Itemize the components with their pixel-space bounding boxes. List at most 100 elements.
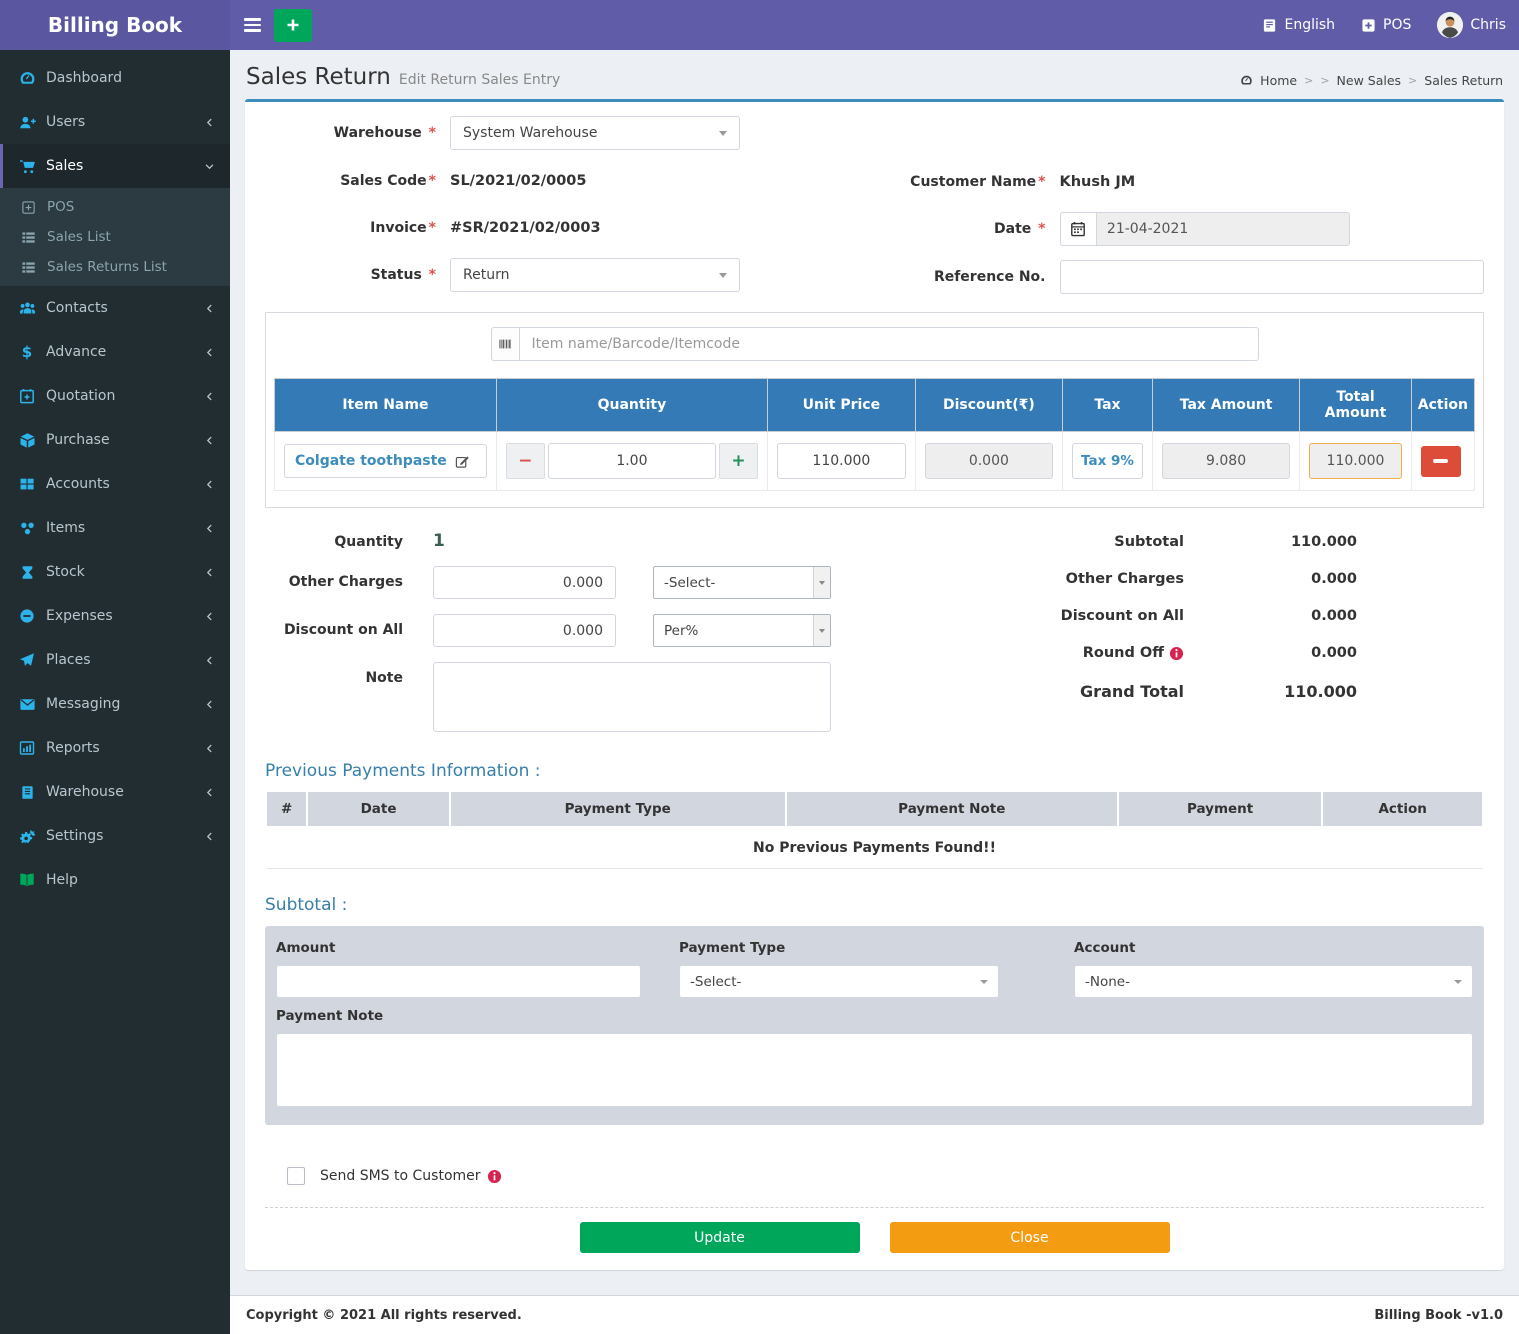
brand-logo[interactable]: Billing Book: [0, 0, 230, 50]
gears-icon: [18, 828, 36, 845]
other-charges-select[interactable]: -Select-: [653, 566, 831, 599]
status-label: Status *: [265, 267, 450, 283]
other-charges-total-value: 0.000: [1184, 571, 1357, 587]
page-footer: Copyright © 2021 All rights reserved. Bi…: [230, 1295, 1519, 1334]
unit-price-input[interactable]: [777, 443, 906, 479]
other-charges-input[interactable]: [433, 566, 616, 599]
note-textarea[interactable]: [433, 662, 831, 732]
sidebar-item-sales[interactable]: Sales: [0, 144, 230, 188]
sidebar-item-reports[interactable]: Reports: [0, 726, 230, 770]
col-quantity: Quantity: [496, 379, 767, 432]
update-button[interactable]: Update: [580, 1222, 860, 1253]
sidebar-item-contacts[interactable]: Contacts: [0, 286, 230, 330]
quick-add-button[interactable]: [274, 9, 312, 42]
version-text: Billing Book -v1.0: [1374, 1308, 1503, 1323]
warehouse-select[interactable]: System Warehouse: [450, 116, 740, 150]
discount-input: [925, 443, 1053, 479]
calendar-icon[interactable]: [1060, 212, 1096, 246]
caret-down-icon: [813, 567, 830, 598]
item-name-link[interactable]: Colgate toothpaste: [284, 444, 487, 478]
payment-type-select[interactable]: -Select-: [679, 965, 999, 998]
chevron-left-icon: [204, 117, 215, 128]
sidebar-item-stock[interactable]: Stock: [0, 550, 230, 594]
pp-empty-message: No Previous Payments Found!!: [266, 827, 1483, 869]
chevron-left-icon: [204, 567, 215, 578]
barcode-icon: [491, 327, 519, 361]
payment-note-textarea[interactable]: [276, 1033, 1473, 1107]
avatar: [1437, 12, 1463, 38]
sidebar-item-advance[interactable]: $ Advance: [0, 330, 230, 374]
previous-payments-heading: Previous Payments Information :: [265, 761, 1484, 781]
remove-row-button[interactable]: [1421, 446, 1461, 477]
breadcrumb-new-sales[interactable]: New Sales: [1337, 73, 1402, 88]
chevron-left-icon: [204, 611, 215, 622]
sidebar-item-purchase[interactable]: Purchase: [0, 418, 230, 462]
col-tax: Tax: [1063, 379, 1153, 432]
amount-input[interactable]: [276, 965, 641, 998]
pp-col-payment: Payment: [1118, 792, 1322, 827]
language-menu[interactable]: English: [1249, 0, 1348, 50]
info-icon[interactable]: [1169, 646, 1184, 661]
user-menu[interactable]: Chris: [1424, 0, 1519, 50]
close-button[interactable]: Close: [890, 1222, 1170, 1253]
box-icon: [18, 432, 36, 449]
status-select[interactable]: Return: [450, 258, 740, 292]
item-search-input[interactable]: [519, 327, 1259, 361]
send-sms-checkbox[interactable]: [287, 1167, 305, 1185]
sidebar-item-quotation[interactable]: Quotation: [0, 374, 230, 418]
warehouse-label: Warehouse *: [265, 125, 450, 141]
sidebar-item-dashboard[interactable]: Dashboard: [0, 56, 230, 100]
caret-down-icon: [1454, 980, 1462, 984]
breadcrumb: Home > > New Sales > Sales Return: [1240, 73, 1503, 88]
discount-on-all-input[interactable]: [433, 614, 616, 647]
discount-type-select[interactable]: Per%: [653, 614, 831, 647]
col-unit-price: Unit Price: [768, 379, 916, 432]
payment-type-label: Payment Type: [679, 940, 999, 956]
reference-no-input[interactable]: [1060, 260, 1485, 294]
sidebar: Dashboard Users Sales POS Sales List Sal…: [0, 50, 230, 1334]
tax-link[interactable]: Tax 9%: [1072, 443, 1143, 479]
plus-square-outline-icon: [21, 200, 37, 215]
increment-button[interactable]: +: [719, 443, 758, 479]
items-table: Item Name Quantity Unit Price Discount(₹…: [274, 378, 1475, 491]
date-input[interactable]: [1096, 212, 1350, 246]
chevron-down-icon: [204, 161, 215, 172]
sidebar-item-sales-list[interactable]: Sales List: [0, 222, 230, 252]
sidebar-item-help[interactable]: Help: [0, 858, 230, 902]
sales-submenu: POS Sales List Sales Returns List: [0, 188, 230, 286]
subtotal-label: Subtotal: [1114, 534, 1184, 550]
chevron-left-icon: [204, 435, 215, 446]
sidebar-item-messaging[interactable]: Messaging: [0, 682, 230, 726]
sales-return-card: Warehouse * System Warehouse Sales Code*…: [245, 99, 1504, 1270]
sidebar-item-pos[interactable]: POS: [0, 192, 230, 222]
list-icon: [21, 230, 37, 245]
pos-shortcut[interactable]: POS: [1348, 0, 1424, 50]
page-title: Sales Return: [246, 64, 391, 90]
plus-icon: [285, 17, 301, 33]
top-navbar: English POS Chris: [230, 0, 1519, 50]
sidebar-item-settings[interactable]: Settings: [0, 814, 230, 858]
sidebar-item-expenses[interactable]: Expenses: [0, 594, 230, 638]
chevron-left-icon: [204, 699, 215, 710]
item-row: Colgate toothpaste − +: [275, 432, 1475, 491]
sidebar-item-accounts[interactable]: Accounts: [0, 462, 230, 506]
pp-col-date: Date: [307, 792, 449, 827]
sidebar-item-items[interactable]: Items: [0, 506, 230, 550]
dashboard-icon: [18, 70, 36, 87]
quantity-input[interactable]: [548, 443, 716, 479]
sidebar-item-users[interactable]: Users: [0, 100, 230, 144]
sidebar-item-warehouse[interactable]: Warehouse: [0, 770, 230, 814]
chevron-left-icon: [204, 347, 215, 358]
reference-no-label: Reference No.: [875, 269, 1060, 285]
info-icon[interactable]: [487, 1169, 502, 1184]
col-item-name: Item Name: [275, 379, 497, 432]
account-select[interactable]: -None-: [1074, 965, 1473, 998]
sidebar-toggle-icon[interactable]: [230, 0, 274, 50]
other-charges-total-label: Other Charges: [1066, 571, 1184, 587]
decrement-button[interactable]: −: [506, 443, 545, 479]
language-icon: [1262, 18, 1277, 33]
breadcrumb-home[interactable]: Home: [1260, 73, 1297, 88]
sidebar-item-places[interactable]: Places: [0, 638, 230, 682]
col-total-amount: Total Amount: [1300, 379, 1411, 432]
sidebar-item-sales-returns-list[interactable]: Sales Returns List: [0, 252, 230, 282]
